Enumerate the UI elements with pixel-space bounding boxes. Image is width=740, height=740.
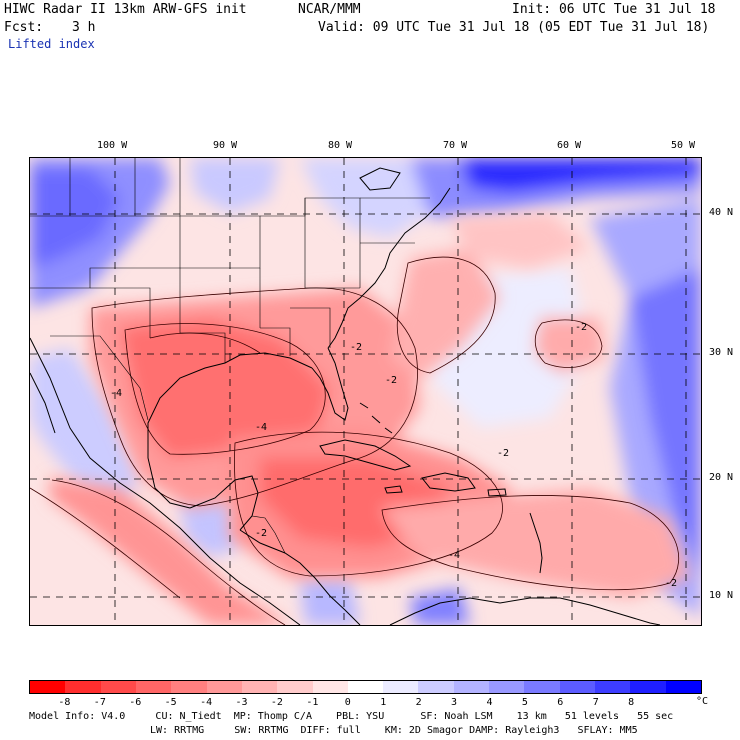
contour-label: -2 bbox=[575, 322, 587, 333]
colorbar-segment bbox=[630, 681, 666, 693]
colorbar-segment bbox=[559, 681, 595, 693]
lon-label: 50 W bbox=[671, 140, 696, 151]
colorbar-tick-label: 0 bbox=[344, 697, 351, 708]
contour-label: -2 bbox=[497, 448, 509, 459]
stable-regions bbox=[30, 158, 701, 625]
contour-label: -2 bbox=[665, 578, 677, 589]
contour-label: -4 bbox=[110, 388, 122, 399]
colorbar-tick-label: 1 bbox=[380, 697, 387, 708]
colorbar-segment bbox=[418, 681, 454, 693]
contour-label: -2 bbox=[255, 528, 267, 539]
colorbar-segment bbox=[206, 681, 242, 693]
lat-label: 10 N bbox=[709, 590, 734, 601]
lon-label: 60 W bbox=[557, 140, 582, 151]
colorbar-tick-label: 3 bbox=[451, 697, 458, 708]
political-borders bbox=[30, 158, 430, 554]
colorbar-segment bbox=[135, 681, 172, 693]
colorbar-segment bbox=[65, 681, 101, 693]
lat-label: 30 N bbox=[709, 347, 734, 358]
colorbar-segment bbox=[383, 681, 419, 693]
colorbar-tick-label: -1 bbox=[306, 697, 319, 708]
colorbar-segment bbox=[100, 681, 136, 693]
contour-label: -4 bbox=[255, 422, 267, 433]
unstable-regions bbox=[50, 213, 690, 625]
contour-label: -4 bbox=[448, 550, 460, 561]
colorbar-segment bbox=[171, 681, 207, 693]
colorbar-segment bbox=[277, 681, 313, 693]
lon-label: 80 W bbox=[328, 140, 353, 151]
li-contours bbox=[30, 256, 679, 625]
lon-label: 70 W bbox=[443, 140, 468, 151]
colorbar-segment bbox=[524, 681, 560, 693]
lat-label: 40 N bbox=[709, 207, 734, 218]
lon-label: 90 W bbox=[213, 140, 238, 151]
colorbar-tick-label: 8 bbox=[628, 697, 635, 708]
lat-lon-grid bbox=[30, 158, 701, 625]
colorbar-segment bbox=[30, 681, 66, 693]
field-name: Lifted index bbox=[8, 37, 95, 51]
forecast-label: Fcst: bbox=[4, 20, 44, 35]
colorbar-tick-label: -6 bbox=[129, 697, 142, 708]
colorbar-segment bbox=[665, 681, 701, 693]
colorbar-tick-label: -2 bbox=[270, 697, 283, 708]
colorbar-segment bbox=[347, 681, 384, 693]
init-time: Init: 06 UTC Tue 31 Jul 18 bbox=[512, 2, 716, 17]
colorbar-segment bbox=[312, 681, 348, 693]
colorbar-tick-label: -8 bbox=[58, 697, 71, 708]
colorbar-tick-label: 4 bbox=[486, 697, 493, 708]
colorbar-segment bbox=[241, 681, 278, 693]
colorbar-tick-label: 5 bbox=[521, 697, 528, 708]
valid-time: Valid: 09 UTC Tue 31 Jul 18 (05 EDT Tue … bbox=[318, 20, 710, 35]
colorbar-tick-label: 6 bbox=[557, 697, 564, 708]
colorbar-tick-label: -4 bbox=[200, 697, 213, 708]
lat-label: 20 N bbox=[709, 472, 734, 483]
model-info-line2: LW: RRTMG SW: RRTMG DIFF: full KM: 2D Sm… bbox=[150, 725, 638, 736]
colorbar-segment bbox=[489, 681, 525, 693]
contour-label: -2 bbox=[350, 342, 362, 353]
colorbar-segment bbox=[453, 681, 490, 693]
model-info-line1: Model Info: V4.0 CU: N_Tiedt MP: Thomp C… bbox=[29, 711, 674, 722]
lifted-index-map: -2 -2 -2 -2 -2 -2 -4 -4 -4 bbox=[29, 157, 702, 626]
contour-label: -2 bbox=[385, 375, 397, 386]
colorbar-tick-label: 7 bbox=[592, 697, 599, 708]
contour-labels: -2 -2 -2 -2 -2 -2 -4 -4 -4 bbox=[110, 322, 677, 589]
lon-label: 100 W bbox=[97, 140, 128, 151]
colorbar-segment bbox=[595, 681, 631, 693]
coastlines bbox=[30, 167, 661, 625]
org-label: NCAR/MMM bbox=[298, 2, 361, 17]
colorbar-tick-label: -5 bbox=[164, 697, 177, 708]
forecast-hour: 3 h bbox=[72, 20, 96, 35]
colorbar bbox=[29, 680, 702, 694]
colorbar-unit: °C bbox=[696, 696, 709, 707]
colorbar-tick-label: 2 bbox=[415, 697, 422, 708]
colorbar-tick-label: -3 bbox=[235, 697, 248, 708]
colorbar-tick-label: -7 bbox=[93, 697, 106, 708]
model-title: HIWC Radar II 13km ARW-GFS init bbox=[4, 2, 247, 17]
